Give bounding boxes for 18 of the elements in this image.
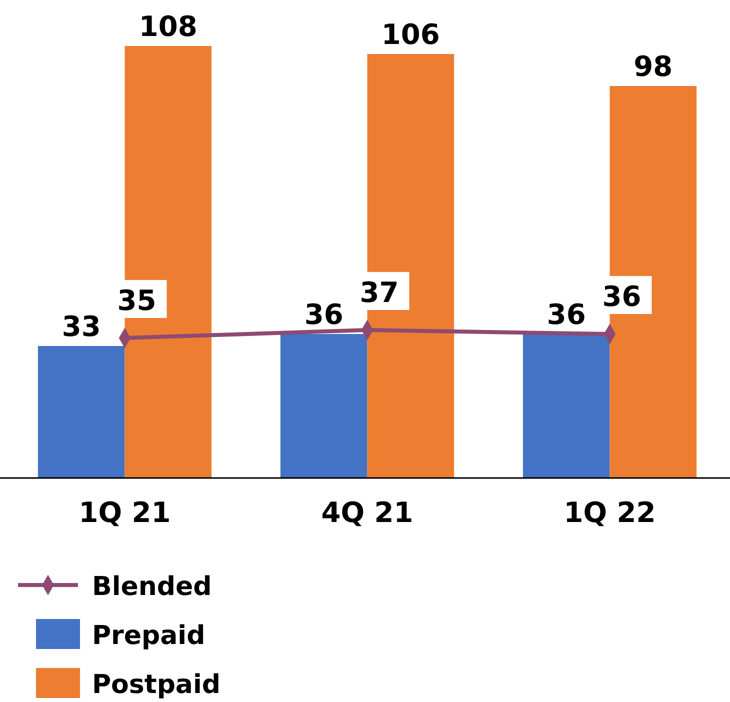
data-label: 36 bbox=[304, 298, 344, 331]
data-label: 36 bbox=[546, 298, 586, 331]
data-label: 37 bbox=[360, 276, 399, 309]
legend-label: Prepaid bbox=[92, 621, 206, 651]
bar bbox=[38, 346, 125, 478]
data-label: 98 bbox=[634, 50, 673, 83]
x-tick-label: 1Q 21 bbox=[78, 496, 171, 529]
x-tick-label: 4Q 21 bbox=[321, 496, 414, 529]
data-label: 36 bbox=[602, 280, 642, 313]
data-label: 108 bbox=[138, 10, 198, 43]
x-tick-label: 1Q 22 bbox=[564, 496, 656, 529]
bar bbox=[522, 334, 610, 478]
data-label: 35 bbox=[117, 284, 156, 317]
legend-label: Postpaid bbox=[92, 670, 221, 700]
data-label: 33 bbox=[62, 310, 101, 343]
data-label: 106 bbox=[381, 18, 440, 51]
legend-label: Blended bbox=[92, 572, 212, 602]
bar bbox=[280, 334, 368, 478]
